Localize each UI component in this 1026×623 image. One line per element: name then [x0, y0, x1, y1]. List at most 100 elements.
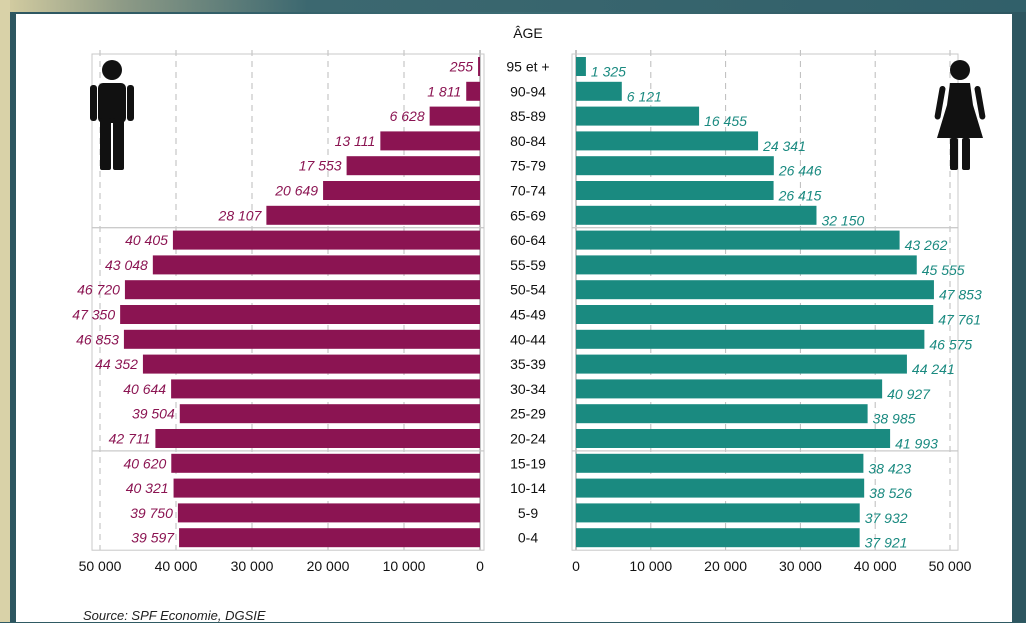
age-category-label: 75-79: [510, 158, 546, 174]
value-label-female: 47 853: [939, 287, 982, 303]
bar-female: [576, 280, 934, 300]
x-tick-label-right: 20 000: [704, 558, 747, 574]
age-category-label: 50-54: [510, 282, 546, 298]
age-category-label: 10-14: [510, 480, 546, 496]
age-axis-title: ÂGE: [513, 25, 543, 41]
x-tick-label-right: 10 000: [629, 558, 672, 574]
value-label-male: 40 620: [123, 455, 166, 471]
group-box: [91, 450, 485, 551]
value-label-female: 24 341: [762, 138, 806, 154]
bar-male: [346, 156, 480, 176]
value-label-male: 39 597: [131, 530, 175, 546]
age-category-label: 15-19: [510, 455, 546, 471]
population-pyramid-chart: 255 1 325 95 et + 1 811 6 121 90-94 6 628 16 45…: [72, 25, 986, 575]
bar-male: [120, 305, 480, 324]
bar-female: [576, 81, 622, 101]
bar-male: [380, 131, 480, 151]
bar-female: [576, 404, 868, 424]
value-label-female: 1 325: [591, 64, 626, 80]
source-note: Source: SPF Economie, DGSIE: [83, 608, 266, 623]
bar-male: [177, 503, 480, 523]
bar-male: [172, 230, 480, 250]
bar-female: [576, 106, 700, 126]
value-label-female: 38 526: [869, 485, 912, 501]
bar-male: [123, 329, 480, 349]
age-category-label: 85-89: [510, 108, 546, 124]
bar-female: [576, 230, 900, 250]
bar-female: [576, 354, 907, 374]
bar-female: [576, 255, 917, 275]
value-label-male: 40 405: [125, 232, 168, 248]
value-label-male: 47 350: [72, 307, 115, 323]
value-label-male: 17 553: [299, 158, 342, 174]
bar-male: [152, 255, 480, 275]
value-label-female: 26 415: [778, 188, 822, 204]
age-category-label: 25-29: [510, 406, 546, 422]
bar-male: [179, 528, 480, 548]
age-category-label: 80-84: [510, 133, 546, 149]
bar-female: [576, 156, 774, 176]
bar-female: [576, 305, 934, 324]
value-label-female: 47 761: [938, 312, 981, 328]
bar-male: [171, 379, 481, 399]
bar-female: [576, 528, 860, 548]
bar-female: [576, 205, 817, 225]
male-icon: [90, 60, 134, 170]
age-category-label: 55-59: [510, 257, 546, 273]
bar-male: [179, 404, 481, 424]
bar-female: [576, 131, 759, 151]
value-label-male: 13 111: [335, 133, 376, 149]
female-icon: [934, 60, 986, 170]
value-label-male: 20 649: [274, 183, 318, 199]
bar-female: [576, 429, 891, 448]
value-label-male: 42 711: [109, 431, 151, 447]
x-tick-label-left: 20 000: [307, 558, 350, 574]
bars-layer: [120, 57, 934, 548]
grid-layer: [99, 50, 951, 550]
age-category-label: 40-44: [510, 331, 546, 347]
value-label-male: 39 750: [130, 505, 173, 521]
bar-male: [142, 354, 480, 374]
bar-male: [171, 453, 480, 473]
value-label-female: 32 150: [821, 212, 864, 228]
age-category-label: 95 et +: [506, 59, 549, 75]
bar-male: [323, 181, 480, 200]
x-tick-label-left: 0: [476, 558, 484, 574]
chart-panel: 255 1 325 95 et + 1 811 6 121 90-94 6 628 16 45…: [16, 14, 1012, 623]
age-category-label: 20-24: [510, 431, 546, 447]
value-label-female: 43 262: [905, 237, 948, 253]
labels-layer: 255 1 325 95 et + 1 811 6 121 90-94 6 628 16 45…: [72, 59, 982, 575]
bar-male: [466, 81, 480, 101]
bar-male: [155, 429, 480, 448]
x-tick-label-left: 40 000: [155, 558, 198, 574]
x-tick-label-right: 40 000: [854, 558, 897, 574]
bar-male: [173, 478, 480, 498]
value-label-female: 40 927: [887, 386, 931, 402]
value-label-female: 41 993: [895, 436, 938, 452]
bar-female: [576, 329, 925, 349]
value-label-male: 39 504: [132, 406, 175, 422]
value-label-male: 6 628: [390, 108, 425, 124]
x-tick-label-left: 10 000: [383, 558, 426, 574]
value-label-female: 37 932: [865, 510, 908, 526]
group-box: [571, 450, 959, 551]
age-category-label: 60-64: [510, 232, 546, 248]
bar-male: [478, 57, 480, 76]
x-tick-label-right: 0: [572, 558, 580, 574]
age-category-label: 70-74: [510, 183, 546, 199]
age-category-label: 5-9: [518, 505, 538, 521]
bar-female: [576, 57, 586, 76]
value-label-male: 40 644: [123, 381, 166, 397]
bar-female: [576, 181, 774, 200]
value-label-female: 6 121: [627, 88, 662, 104]
value-label-female: 38 423: [868, 460, 911, 476]
value-label-male: 46 720: [77, 282, 120, 298]
bar-female: [576, 453, 864, 473]
x-tick-label-left: 50 000: [79, 558, 122, 574]
bar-male: [124, 280, 480, 300]
group-boxes: [91, 53, 959, 551]
value-label-female: 16 455: [704, 113, 747, 129]
value-label-female: 26 446: [778, 163, 822, 179]
value-label-male: 1 811: [427, 83, 461, 99]
x-tick-label-right: 50 000: [929, 558, 972, 574]
